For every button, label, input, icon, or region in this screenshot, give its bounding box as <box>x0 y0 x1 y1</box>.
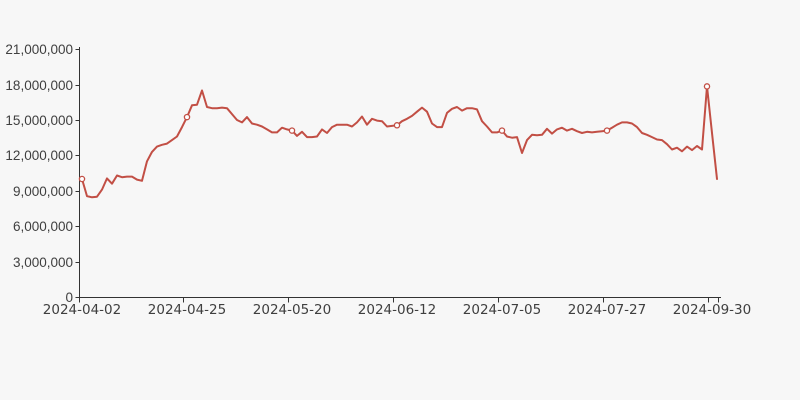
x-axis-label: 2024-04-02 <box>43 302 121 318</box>
data-point-marker <box>78 175 86 183</box>
x-axis-label: 2024-06-12 <box>358 302 436 318</box>
data-point-marker <box>288 127 296 134</box>
data-point-marker <box>393 122 401 129</box>
y-axis-label: 18,000,000 <box>5 78 73 93</box>
x-axis-label: 2024-04-25 <box>148 302 226 318</box>
y-axis-label: 15,000,000 <box>5 113 73 128</box>
x-axis-label: 2024-09-30 <box>673 302 751 318</box>
data-point-marker <box>498 127 506 134</box>
x-axis-label: 2024-05-20 <box>253 302 331 318</box>
y-axis-label: 12,000,000 <box>5 148 73 163</box>
data-point-marker <box>603 127 611 134</box>
data-point-marker <box>183 113 191 121</box>
y-axis-label: 0 <box>65 290 73 305</box>
series-line <box>81 85 718 199</box>
y-axis-label: 3,000,000 <box>13 255 73 270</box>
x-axis-label: 2024-07-27 <box>568 302 646 318</box>
x-axis-label: 2024-07-05 <box>463 302 541 318</box>
y-axis-label: 21,000,000 <box>5 42 73 57</box>
data-point-marker <box>703 83 711 90</box>
y-axis-label: 6,000,000 <box>13 219 73 234</box>
y-axis-label: 9,000,000 <box>13 184 73 199</box>
